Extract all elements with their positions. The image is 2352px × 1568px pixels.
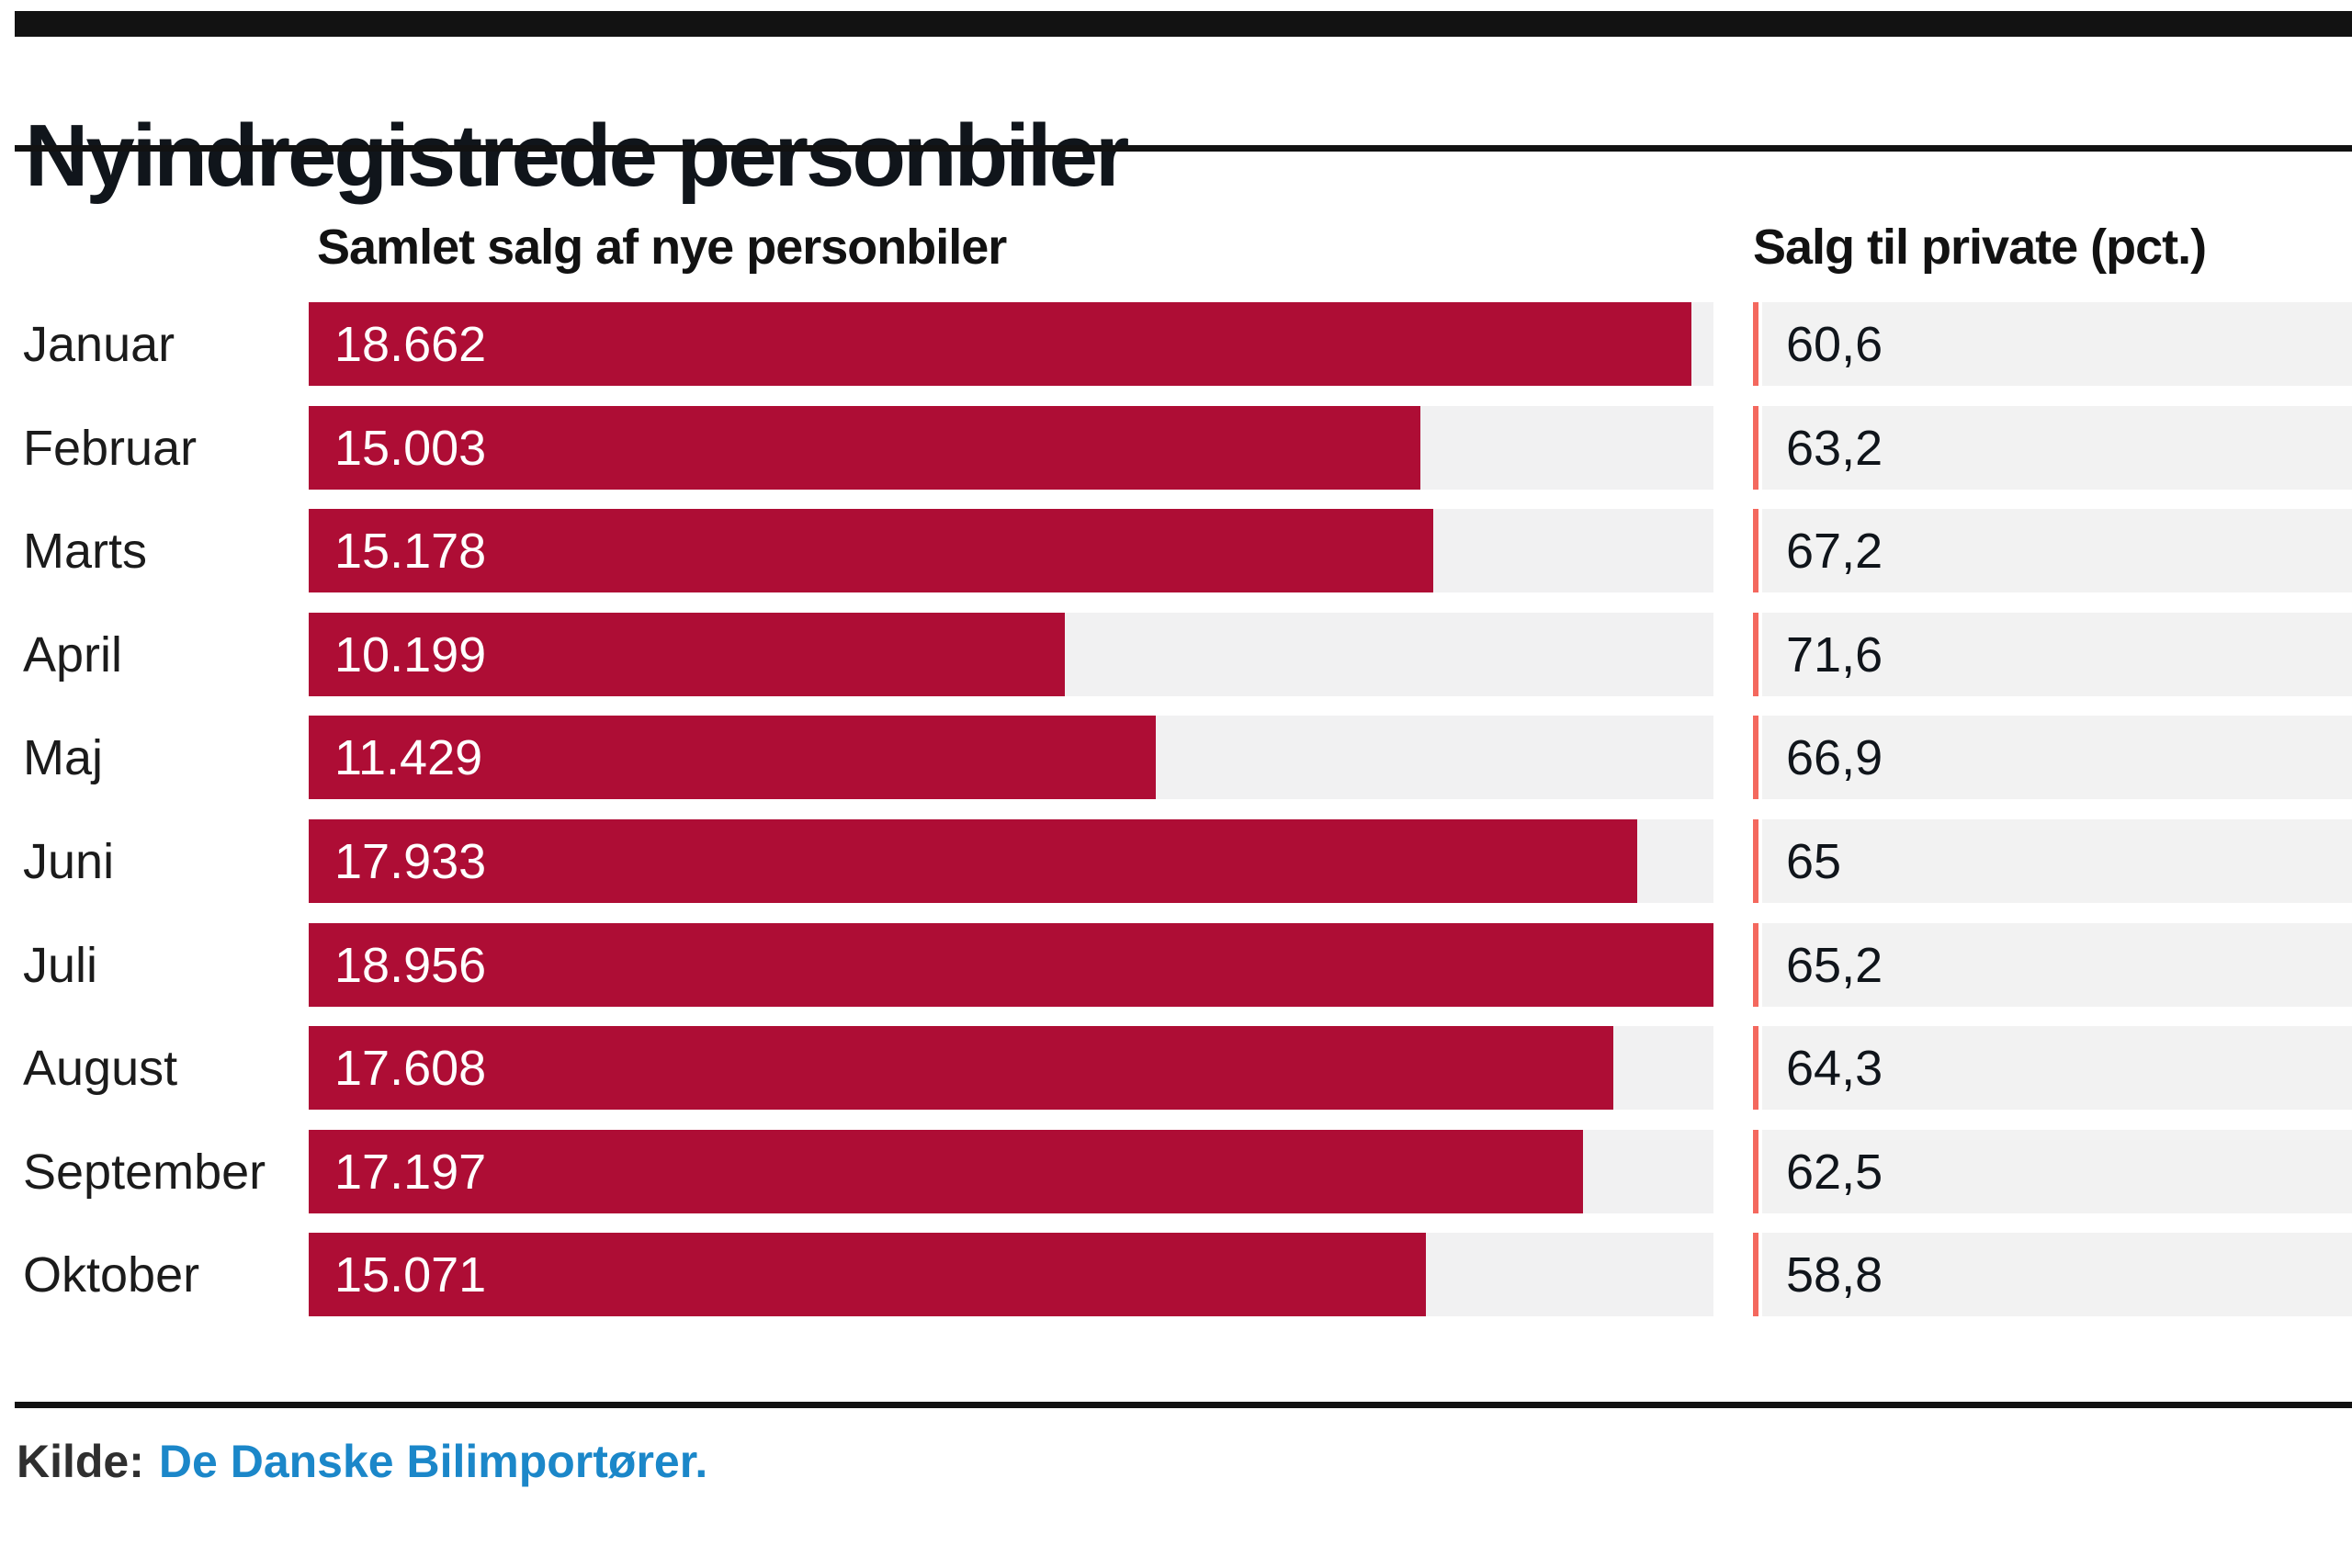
bar-value-label: 18.662 bbox=[334, 316, 487, 372]
pct-value-label: 58,8 bbox=[1786, 1247, 1883, 1303]
pct-cell: 65,2 bbox=[1762, 923, 2352, 1007]
bar-track: 15.071 bbox=[309, 1233, 1713, 1316]
month-label: April bbox=[23, 626, 123, 682]
pct-accent-line bbox=[1753, 1233, 1758, 1316]
pct-accent-line bbox=[1753, 923, 1758, 1007]
page-title: Nyindregistrede personbiler bbox=[25, 107, 1129, 206]
column-header-total-sales: Samlet salg af nye personbiler bbox=[317, 220, 1007, 275]
column-header-private-pct: Salg til private (pct.) bbox=[1753, 220, 2207, 275]
pct-accent-line bbox=[1753, 1130, 1758, 1213]
bar-track: 18.662 bbox=[309, 302, 1713, 386]
pct-value-label: 65 bbox=[1786, 833, 1842, 889]
bar-track: 17.933 bbox=[309, 819, 1713, 903]
pct-cell: 67,2 bbox=[1762, 509, 2352, 592]
total-sales-bar: 17.608 bbox=[309, 1026, 1614, 1110]
top-accent-bar bbox=[15, 11, 2352, 37]
pct-value-label: 64,3 bbox=[1786, 1040, 1883, 1096]
pct-cell: 66,9 bbox=[1762, 716, 2352, 799]
bar-track: 15.003 bbox=[309, 406, 1713, 490]
bar-value-label: 17.197 bbox=[334, 1144, 487, 1200]
month-label: Januar bbox=[23, 316, 175, 372]
pct-cell: 71,6 bbox=[1762, 613, 2352, 696]
pct-accent-line bbox=[1753, 1026, 1758, 1110]
month-label: Februar bbox=[23, 420, 198, 476]
pct-value-label: 71,6 bbox=[1786, 626, 1883, 682]
month-label: Juli bbox=[23, 937, 98, 993]
pct-cell: 65 bbox=[1762, 819, 2352, 903]
bar-value-label: 15.003 bbox=[334, 420, 487, 476]
bottom-divider bbox=[15, 1402, 2352, 1408]
pct-value-label: 65,2 bbox=[1786, 937, 1883, 993]
source-line: Kilde: De Danske Bilimportører. bbox=[17, 1437, 707, 1487]
table-row-januar: Januar 18.662 60,6 bbox=[0, 302, 2352, 386]
pct-value-label: 66,9 bbox=[1786, 729, 1883, 785]
table-row-september: September 17.197 62,5 bbox=[0, 1130, 2352, 1213]
source-label: Kilde: bbox=[17, 1436, 144, 1487]
total-sales-bar: 18.662 bbox=[309, 302, 1692, 386]
bar-track: 11.429 bbox=[309, 716, 1713, 799]
bar-value-label: 11.429 bbox=[334, 729, 483, 785]
bar-value-label: 15.071 bbox=[334, 1247, 487, 1303]
total-sales-bar: 17.197 bbox=[309, 1130, 1584, 1213]
month-label: Maj bbox=[23, 729, 104, 785]
pct-cell: 58,8 bbox=[1762, 1233, 2352, 1316]
month-label: Juni bbox=[23, 833, 115, 889]
table-row-juni: Juni 17.933 65 bbox=[0, 819, 2352, 903]
table-row-august: August 17.608 64,3 bbox=[0, 1026, 2352, 1110]
total-sales-bar: 11.429 bbox=[309, 716, 1156, 799]
pct-cell: 63,2 bbox=[1762, 406, 2352, 490]
month-label: September bbox=[23, 1144, 266, 1200]
source-link[interactable]: De Danske Bilimportører. bbox=[158, 1436, 708, 1487]
pct-cell: 62,5 bbox=[1762, 1130, 2352, 1213]
bar-track: 15.178 bbox=[309, 509, 1713, 592]
pct-value-label: 63,2 bbox=[1786, 420, 1883, 476]
pct-accent-line bbox=[1753, 302, 1758, 386]
total-sales-bar: 10.199 bbox=[309, 613, 1065, 696]
total-sales-bar: 15.003 bbox=[309, 406, 1421, 490]
pct-accent-line bbox=[1753, 509, 1758, 592]
total-sales-bar: 15.071 bbox=[309, 1233, 1426, 1316]
month-label: August bbox=[23, 1040, 178, 1096]
bar-track: 17.608 bbox=[309, 1026, 1713, 1110]
total-sales-bar: 18.956 bbox=[309, 923, 1713, 1007]
total-sales-bar: 17.933 bbox=[309, 819, 1638, 903]
bar-track: 18.956 bbox=[309, 923, 1713, 1007]
pct-accent-line bbox=[1753, 819, 1758, 903]
pct-accent-line bbox=[1753, 716, 1758, 799]
title-divider bbox=[15, 145, 2352, 152]
total-sales-bar: 15.178 bbox=[309, 509, 1434, 592]
bar-value-label: 15.178 bbox=[334, 523, 487, 579]
table-row-oktober: Oktober 15.071 58,8 bbox=[0, 1233, 2352, 1316]
pct-value-label: 60,6 bbox=[1786, 316, 1883, 372]
table-row-februar: Februar 15.003 63,2 bbox=[0, 406, 2352, 490]
pct-cell: 60,6 bbox=[1762, 302, 2352, 386]
bar-value-label: 17.933 bbox=[334, 833, 487, 889]
table-row-april: April 10.199 71,6 bbox=[0, 613, 2352, 696]
bar-value-label: 18.956 bbox=[334, 937, 487, 993]
bar-value-label: 17.608 bbox=[334, 1040, 487, 1096]
table-row-juli: Juli 18.956 65,2 bbox=[0, 923, 2352, 1007]
month-label: Oktober bbox=[23, 1247, 200, 1303]
pct-accent-line bbox=[1753, 406, 1758, 490]
bar-value-label: 10.199 bbox=[334, 626, 487, 682]
bar-track: 10.199 bbox=[309, 613, 1713, 696]
month-label: Marts bbox=[23, 523, 147, 579]
table-row-marts: Marts 15.178 67,2 bbox=[0, 509, 2352, 592]
table-row-maj: Maj 11.429 66,9 bbox=[0, 716, 2352, 799]
pct-value-label: 67,2 bbox=[1786, 523, 1883, 579]
pct-cell: 64,3 bbox=[1762, 1026, 2352, 1110]
pct-accent-line bbox=[1753, 613, 1758, 696]
pct-value-label: 62,5 bbox=[1786, 1144, 1883, 1200]
bar-track: 17.197 bbox=[309, 1130, 1713, 1213]
